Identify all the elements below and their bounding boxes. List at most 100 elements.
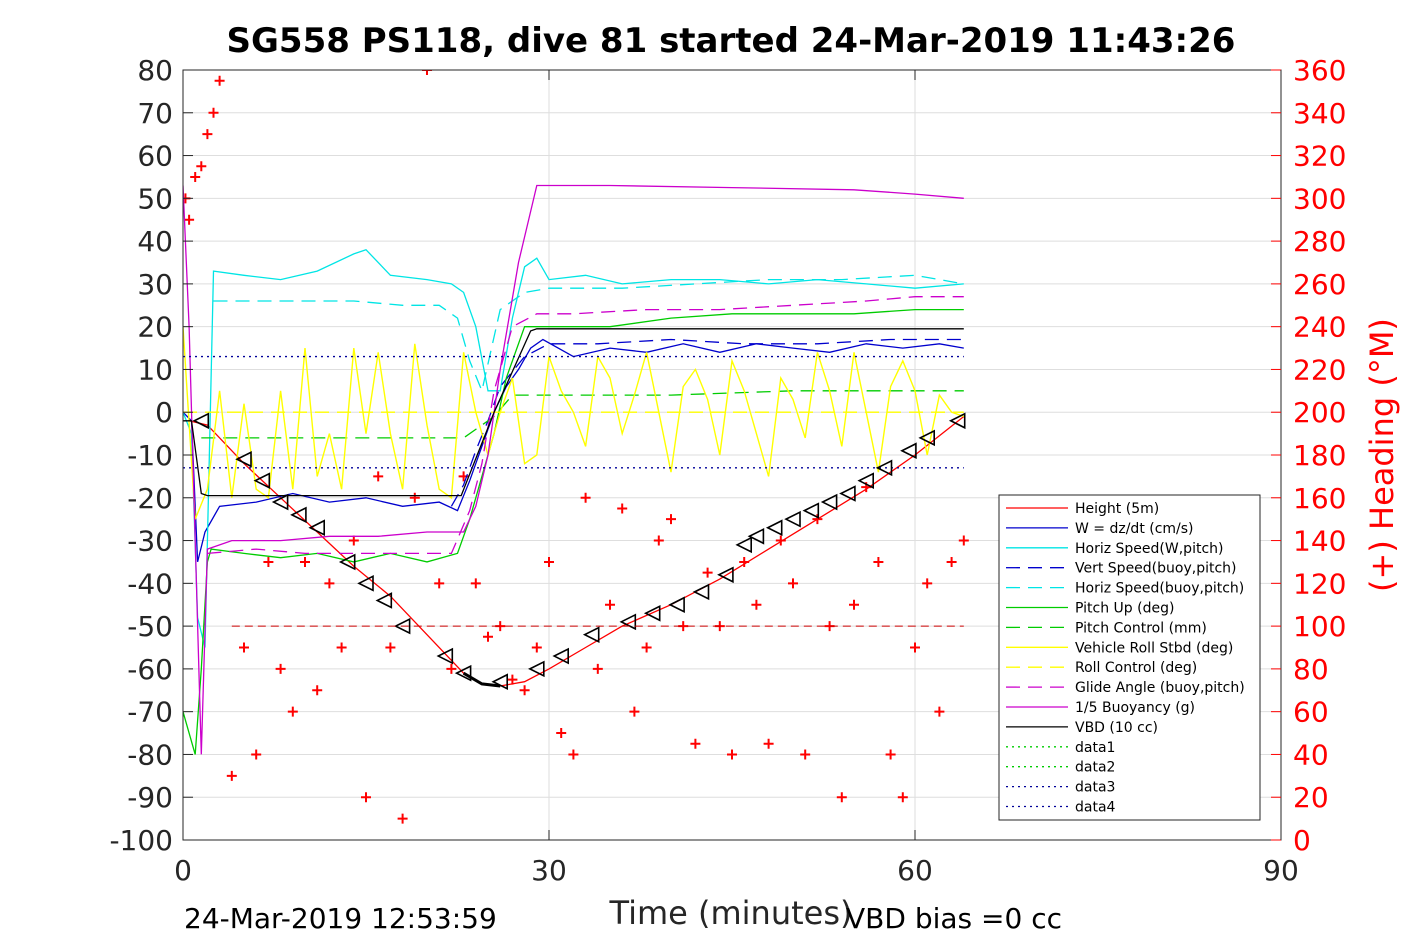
- y-tick-label: 60: [137, 140, 173, 173]
- heading-point: [788, 578, 798, 589]
- depth-marker: [582, 626, 600, 643]
- depth-marker: [528, 660, 545, 678]
- series-horiz_w: [183, 248, 964, 648]
- heading-point: [287, 706, 298, 717]
- series-height: [188, 415, 965, 687]
- depth-marker: [948, 412, 966, 430]
- heading-point: [617, 503, 628, 514]
- heading-point: [336, 642, 347, 653]
- heading-point: [531, 642, 542, 653]
- legend-label-roll_ctl: Roll Control (deg): [1075, 660, 1197, 676]
- heading-point: [251, 749, 262, 760]
- heading-point: [519, 685, 530, 696]
- heading-point: [568, 749, 579, 760]
- depth-marker: [436, 647, 454, 665]
- series-glide: [207, 296, 964, 555]
- heading-point: [775, 535, 786, 546]
- depth-marker: [271, 493, 289, 511]
- heading-point: [897, 792, 908, 803]
- heading-point: [409, 492, 420, 503]
- heading-point: [397, 813, 408, 824]
- left-axis-ticks: 80 70 60 50 40 30 20 10 0 -10 -20 -30 -40 -50 -60 -70 -8…: [109, 54, 193, 857]
- y-tick-label: -100: [109, 824, 173, 857]
- legend-label-horiz_buoy: Horiz Speed(buoy,pitch): [1075, 581, 1244, 597]
- heading-point: [300, 556, 310, 567]
- depth-marker: [765, 519, 783, 537]
- heading-point: [885, 749, 896, 760]
- y2-tick-label: 180: [1293, 439, 1346, 472]
- heading-point: [946, 556, 957, 567]
- heading-point: [470, 578, 481, 589]
- legend-label-horiz_w: Horiz Speed(W,pitch): [1075, 541, 1223, 557]
- series-vbd: [183, 328, 964, 497]
- y2-tick-label: 200: [1293, 396, 1346, 429]
- depth-marker: [747, 527, 765, 545]
- depth-marker: [619, 613, 637, 631]
- legend-label-glide: Glide Angle (buoy,pitch): [1075, 680, 1245, 696]
- heading-point: [873, 556, 884, 567]
- depth-marker: [839, 485, 856, 502]
- depth-marker: [857, 472, 874, 489]
- heading-point: [934, 706, 945, 717]
- y-tick-label: 30: [137, 268, 173, 301]
- heading-point: [373, 471, 384, 482]
- heading-point: [507, 674, 518, 685]
- x-tick-label: 60: [897, 854, 933, 887]
- heading-point: [422, 70, 432, 75]
- y2-tick-label: 120: [1293, 567, 1346, 600]
- y-tick-label: -90: [127, 781, 173, 814]
- series-horiz_buoy: [213, 274, 964, 393]
- depth-marker: [900, 442, 917, 460]
- y-tick-label: 10: [137, 353, 173, 386]
- heading-point: [275, 663, 286, 674]
- x-tick-label: 0: [174, 854, 192, 887]
- heading-point: [592, 663, 603, 674]
- depth-marker: [875, 459, 893, 477]
- heading-point: [556, 728, 567, 739]
- heading-point: [629, 706, 640, 717]
- y-tick-label: -70: [127, 696, 173, 729]
- heading-point: [385, 642, 396, 653]
- heading-point: [208, 107, 219, 118]
- legend-box: [998, 494, 1261, 821]
- legend-label-data4: data4: [1075, 800, 1116, 816]
- depth-marker: [735, 536, 752, 554]
- heading-point: [434, 578, 445, 589]
- depth-marker: [290, 506, 307, 524]
- series-vert_buoy: [450, 338, 964, 507]
- legend-label-roll: Vehicle Roll Stbd (deg): [1075, 640, 1233, 656]
- y2-tick-label: 80: [1293, 653, 1329, 686]
- heading-point: [202, 129, 213, 140]
- depth-marker: [338, 553, 356, 571]
- heading-point: [239, 642, 249, 653]
- legend-label-data3: data3: [1075, 780, 1115, 796]
- legend-label-data2: data2: [1075, 760, 1115, 776]
- x-axis-label: Time (minutes): [609, 894, 853, 932]
- depth-marker: [308, 519, 325, 537]
- heading-point: [483, 631, 493, 642]
- depth-marker: [375, 592, 393, 609]
- heading-point: [263, 556, 274, 567]
- legend-label-buoy: 1/5 Buoyancy (g): [1075, 700, 1195, 716]
- y2-tick-label: 60: [1293, 696, 1329, 729]
- depth-marker: [643, 604, 661, 622]
- heading-point: [958, 535, 969, 546]
- depth-marker: [552, 647, 569, 665]
- y2-tick-label: 240: [1293, 311, 1346, 344]
- heading-point: [641, 642, 652, 653]
- y2-tick-label: 20: [1293, 781, 1329, 814]
- y2-tick-label: 160: [1293, 482, 1346, 515]
- heading-point: [849, 599, 859, 610]
- legend-label-w: W = dz/dt (cm/s): [1075, 521, 1194, 537]
- heading-point: [324, 578, 335, 589]
- heading-point: [666, 514, 676, 525]
- depth-marker: [454, 664, 472, 682]
- depth-marker: [192, 412, 210, 430]
- y-tick-label: -20: [127, 482, 173, 515]
- chart-title: SG558 PS118, dive 81 started 24-Mar-2019…: [227, 21, 1236, 61]
- y-tick-label: -30: [127, 525, 173, 558]
- depth-marker: [802, 502, 820, 519]
- right-axis-ticks: 3603403203002802602402202001801601401201…: [1271, 54, 1346, 857]
- heading-point: [653, 535, 664, 546]
- legend-label-pitch: Pitch Up (deg): [1075, 601, 1174, 617]
